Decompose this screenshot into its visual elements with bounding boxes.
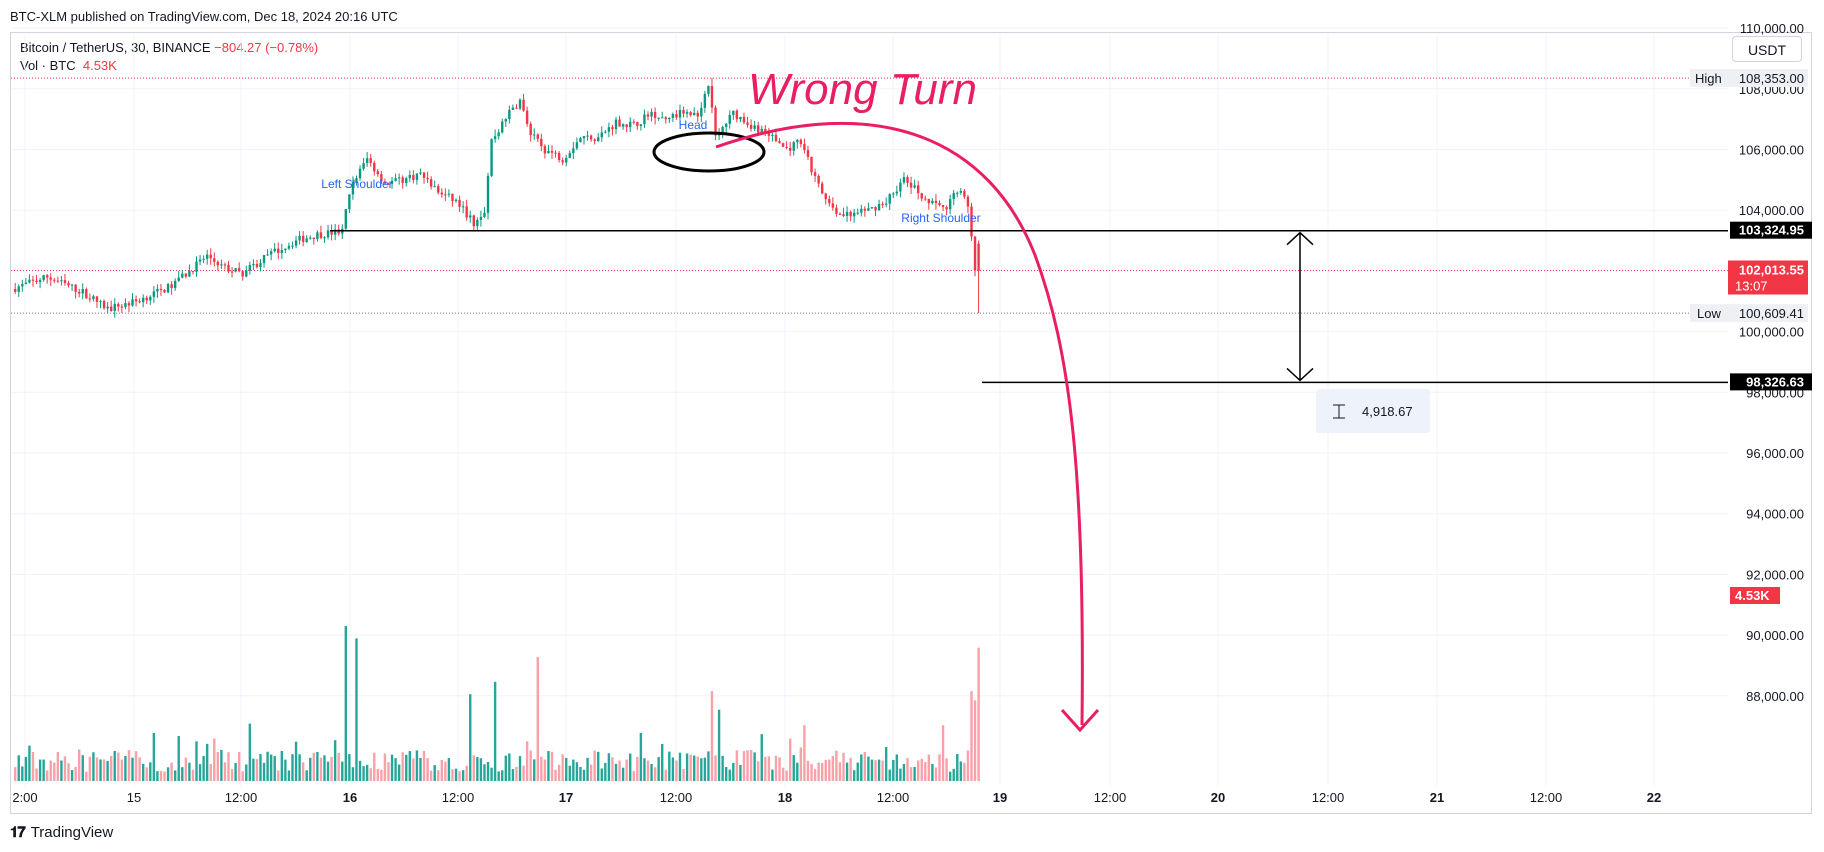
volume-value: 4.53K [82, 58, 117, 73]
volume-label[interactable]: Vol · BTC [20, 58, 76, 73]
tradingview-brand[interactable]: 𝟏𝟕 TradingView [10, 824, 113, 841]
volume-legend: Vol · BTC 4.53K [20, 58, 117, 73]
publisher-line: BTC-XLM published on TradingView.com, De… [10, 9, 398, 24]
symbol-legend: Bitcoin / TetherUS, 30, BINANCE −804.27 … [20, 40, 318, 55]
currency-button[interactable]: USDT [1732, 36, 1802, 62]
price-change: −804.27 (−0.78%) [214, 40, 319, 55]
symbol-name[interactable]: Bitcoin / TetherUS, 30, BINANCE [20, 40, 211, 55]
brand-name: TradingView [30, 824, 114, 841]
chart-frame [10, 32, 1812, 814]
tradingview-logo-icon: 𝟏𝟕 [10, 824, 26, 841]
